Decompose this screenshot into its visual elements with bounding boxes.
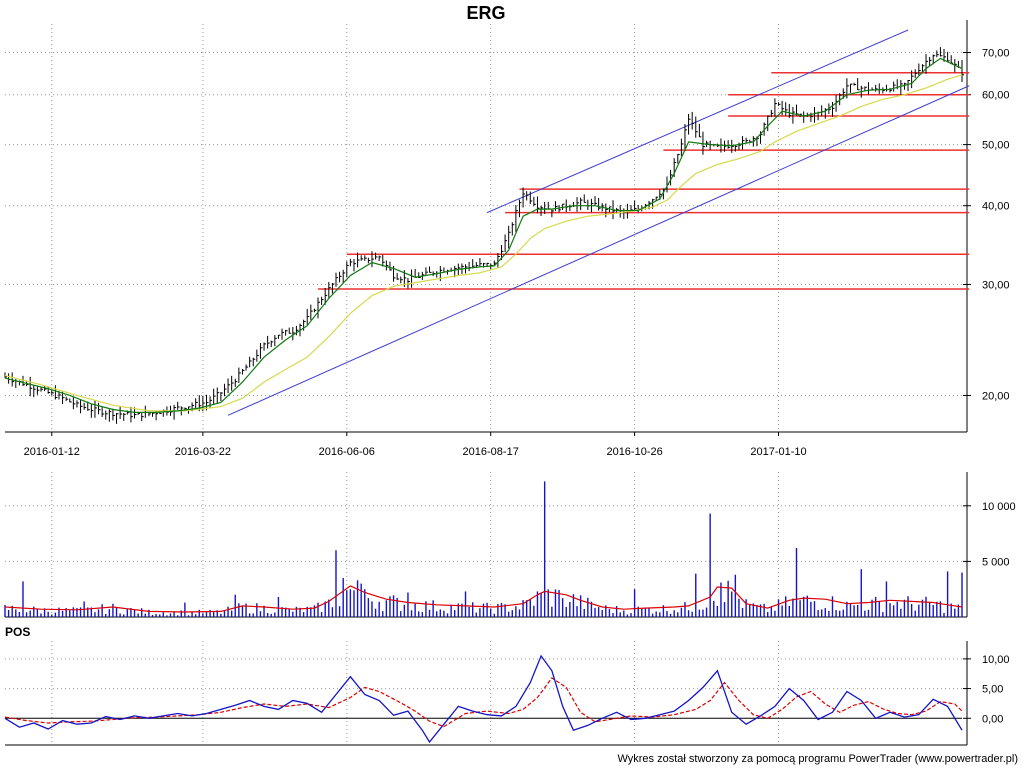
y-tick-label: 50,00 [982, 140, 1010, 152]
x-tick-label: 2017-01-10 [750, 446, 806, 458]
trend-line [486, 29, 909, 214]
trend-channel [227, 29, 970, 416]
y-tick-label: 60,00 [982, 90, 1010, 102]
y-tick-label: 5,00 [982, 684, 1003, 696]
footer-credit: Wykres został stworzony za pomocą progra… [617, 753, 1018, 765]
volume-ma-line [4, 585, 963, 613]
y-tick-label: 30,00 [982, 279, 1010, 291]
pos-panel-title: POS [5, 625, 30, 639]
y-tick-label: 70,00 [982, 48, 1010, 60]
y-tick-label: 0,00 [982, 713, 1003, 725]
x-tick-label: 2016-06-06 [319, 446, 375, 458]
x-tick-label: 2016-03-22 [175, 446, 231, 458]
y-tick-label: 10,00 [982, 654, 1010, 666]
price-bars [4, 47, 964, 424]
y-tick-label: 5 000 [982, 556, 1010, 568]
pos-line [4, 654, 963, 744]
ma-long-line [4, 74, 963, 412]
chart-title: ERG [466, 3, 505, 23]
volume-bars [4, 481, 963, 617]
trend-line [227, 85, 970, 416]
ma-short-line [4, 57, 963, 413]
x-tick-label: 2016-10-26 [606, 446, 662, 458]
y-tick-label: 10 000 [982, 501, 1016, 513]
x-tick-label: 2016-08-17 [463, 446, 519, 458]
x-tick-label: 2016-01-12 [24, 446, 80, 458]
y-tick-label: 20,00 [982, 390, 1010, 402]
y-tick-label: 40,00 [982, 201, 1010, 213]
level-lines [318, 72, 970, 290]
